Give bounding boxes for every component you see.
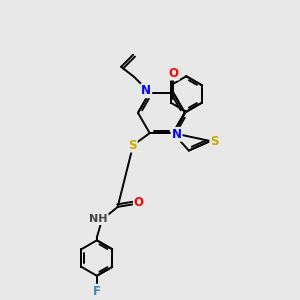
Text: O: O bbox=[169, 67, 179, 80]
Text: N: N bbox=[172, 128, 182, 141]
Text: N: N bbox=[141, 84, 151, 97]
Text: S: S bbox=[210, 134, 219, 148]
Text: O: O bbox=[134, 196, 144, 209]
Text: F: F bbox=[93, 285, 101, 298]
Text: S: S bbox=[128, 139, 137, 152]
Text: NH: NH bbox=[89, 214, 108, 224]
